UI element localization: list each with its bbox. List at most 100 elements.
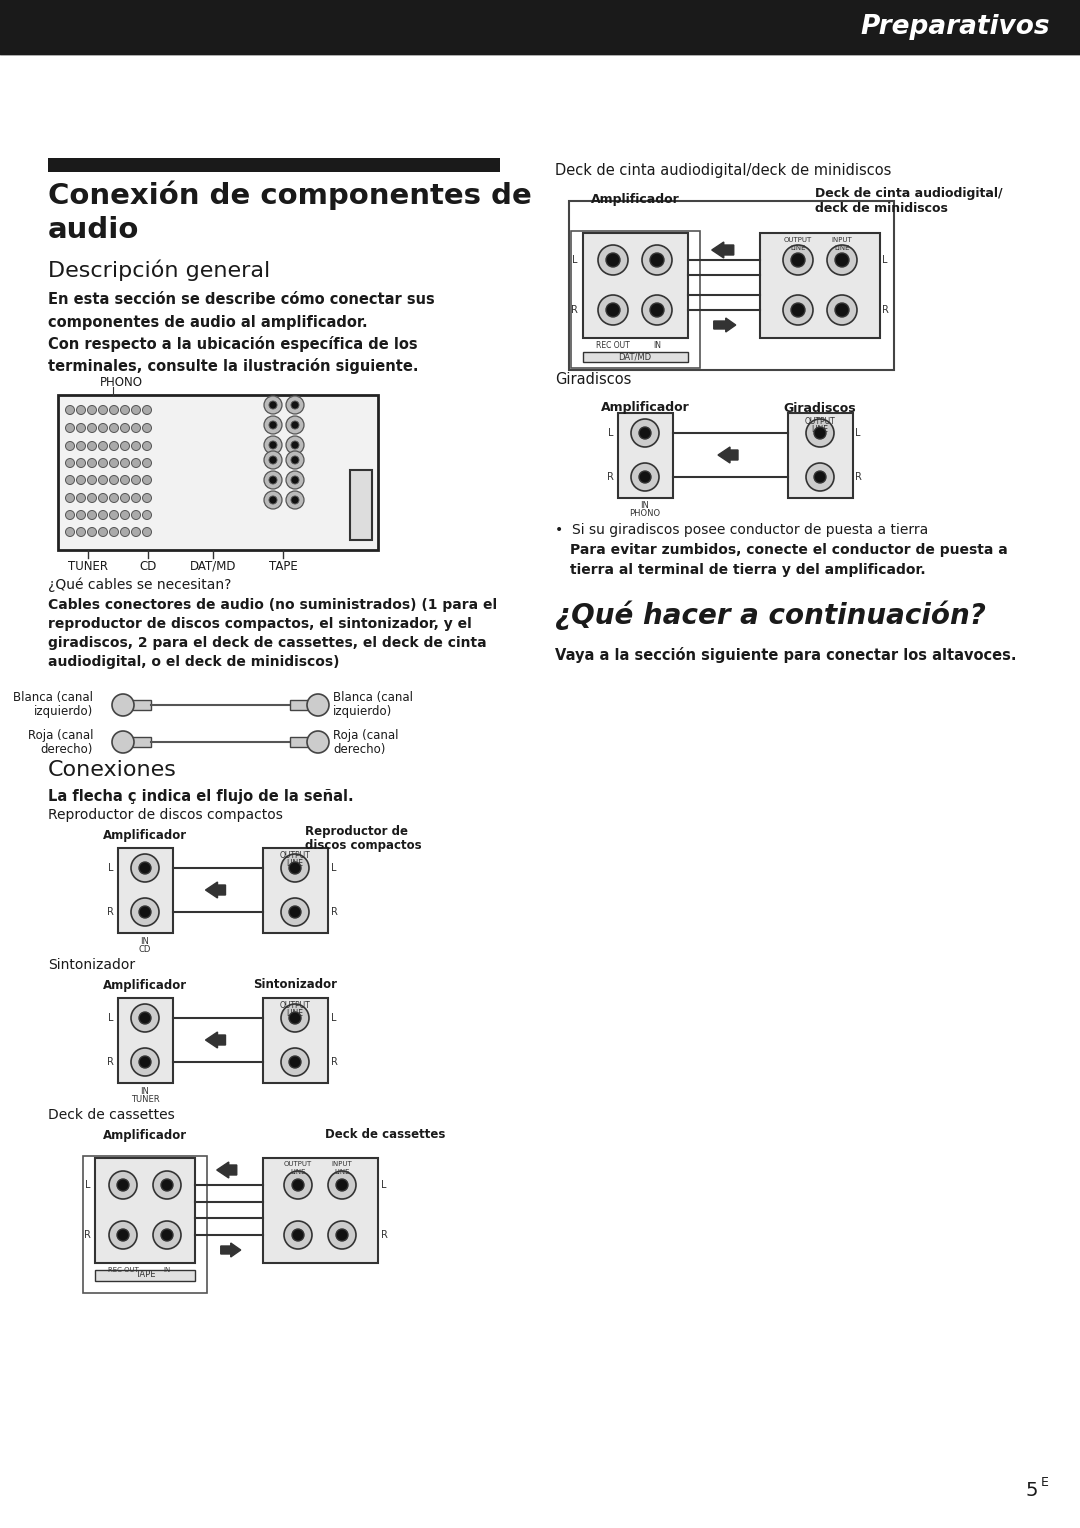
- Text: IN: IN: [163, 1267, 171, 1273]
- FancyBboxPatch shape: [582, 351, 688, 362]
- Text: LINE: LINE: [791, 244, 806, 251]
- Circle shape: [109, 1170, 137, 1199]
- Circle shape: [281, 898, 309, 926]
- Circle shape: [98, 442, 108, 451]
- Circle shape: [631, 419, 659, 448]
- Text: R: R: [882, 306, 889, 315]
- Circle shape: [328, 1221, 356, 1248]
- Text: Amplificador: Amplificador: [103, 828, 187, 842]
- Circle shape: [112, 730, 134, 753]
- Circle shape: [112, 694, 134, 717]
- Text: INPUT: INPUT: [332, 1161, 352, 1167]
- Text: LINE: LINE: [811, 425, 828, 434]
- Circle shape: [109, 423, 119, 432]
- Circle shape: [132, 475, 140, 484]
- Text: Sintonizador: Sintonizador: [253, 978, 337, 992]
- FancyBboxPatch shape: [262, 848, 327, 932]
- Text: L: L: [608, 428, 613, 439]
- Text: tierra al terminal de tierra y del amplificador.: tierra al terminal de tierra y del ampli…: [570, 562, 926, 578]
- Circle shape: [66, 510, 75, 520]
- Circle shape: [264, 451, 282, 469]
- FancyBboxPatch shape: [58, 396, 378, 550]
- FancyBboxPatch shape: [760, 232, 880, 338]
- Circle shape: [153, 1221, 181, 1248]
- Circle shape: [153, 1170, 181, 1199]
- Circle shape: [98, 458, 108, 468]
- Circle shape: [121, 510, 130, 520]
- FancyBboxPatch shape: [123, 700, 151, 711]
- Circle shape: [66, 527, 75, 536]
- Circle shape: [264, 396, 282, 414]
- FancyBboxPatch shape: [0, 0, 1080, 55]
- Circle shape: [307, 730, 329, 753]
- Text: discos compactos: discos compactos: [305, 839, 421, 851]
- Circle shape: [806, 419, 834, 448]
- Text: Amplificador: Amplificador: [103, 978, 187, 992]
- Text: TAPE: TAPE: [269, 559, 297, 573]
- Text: derecho): derecho): [41, 743, 93, 755]
- Circle shape: [286, 396, 303, 414]
- FancyBboxPatch shape: [582, 232, 688, 338]
- Text: LINE: LINE: [286, 1010, 303, 1019]
- Text: CD: CD: [139, 559, 157, 573]
- Circle shape: [139, 1056, 151, 1068]
- Circle shape: [87, 405, 96, 414]
- Circle shape: [269, 455, 276, 465]
- Circle shape: [66, 405, 75, 414]
- Text: R: R: [855, 472, 862, 481]
- Circle shape: [143, 423, 151, 432]
- Circle shape: [87, 423, 96, 432]
- Text: LINE: LINE: [286, 859, 303, 868]
- Text: OUTPUT: OUTPUT: [280, 851, 310, 860]
- Circle shape: [77, 442, 85, 451]
- Circle shape: [121, 527, 130, 536]
- Text: Deck de cinta audiodigital/: Deck de cinta audiodigital/: [815, 186, 1002, 200]
- Circle shape: [132, 442, 140, 451]
- FancyArrow shape: [217, 1161, 237, 1178]
- Circle shape: [143, 405, 151, 414]
- Circle shape: [639, 471, 651, 483]
- Circle shape: [336, 1180, 348, 1190]
- Text: L: L: [855, 428, 861, 439]
- Text: Cables conectores de audio (no suministrados) (1 para el: Cables conectores de audio (no suministr…: [48, 597, 497, 613]
- Text: R: R: [607, 472, 613, 481]
- Circle shape: [143, 458, 151, 468]
- Text: E: E: [1041, 1476, 1049, 1490]
- Circle shape: [264, 416, 282, 434]
- Circle shape: [264, 435, 282, 454]
- Circle shape: [161, 1180, 173, 1190]
- Text: IN: IN: [140, 1086, 149, 1096]
- Circle shape: [814, 471, 826, 483]
- Text: La flecha ç indica el flujo de la señal.: La flecha ç indica el flujo de la señal.: [48, 788, 353, 804]
- Circle shape: [77, 527, 85, 536]
- Circle shape: [132, 423, 140, 432]
- Circle shape: [98, 475, 108, 484]
- Circle shape: [783, 244, 813, 275]
- Text: TUNER: TUNER: [68, 559, 108, 573]
- Circle shape: [109, 442, 119, 451]
- FancyBboxPatch shape: [118, 998, 173, 1082]
- Text: TAPE: TAPE: [135, 1270, 156, 1279]
- Circle shape: [642, 244, 672, 275]
- Text: L: L: [330, 1013, 336, 1024]
- Text: audiodigital, o el deck de minidiscos): audiodigital, o el deck de minidiscos): [48, 656, 339, 669]
- Text: Reproductor de discos compactos: Reproductor de discos compactos: [48, 808, 283, 822]
- FancyArrow shape: [220, 1242, 241, 1258]
- Text: PHONO: PHONO: [630, 509, 661, 518]
- Circle shape: [77, 494, 85, 503]
- Circle shape: [131, 1048, 159, 1076]
- Circle shape: [598, 295, 627, 325]
- Circle shape: [264, 471, 282, 489]
- Text: L: L: [108, 1013, 113, 1024]
- Circle shape: [631, 463, 659, 490]
- Circle shape: [139, 906, 151, 918]
- Text: •  Si su giradiscos posee conductor de puesta a tierra: • Si su giradiscos posee conductor de pu…: [555, 523, 928, 536]
- Text: componentes de audio al amplificador.: componentes de audio al amplificador.: [48, 315, 367, 330]
- Circle shape: [827, 244, 858, 275]
- Text: Amplificador: Amplificador: [600, 402, 689, 414]
- Circle shape: [642, 295, 672, 325]
- Circle shape: [307, 694, 329, 717]
- Circle shape: [121, 494, 130, 503]
- Circle shape: [281, 1048, 309, 1076]
- Text: LINE: LINE: [834, 244, 850, 251]
